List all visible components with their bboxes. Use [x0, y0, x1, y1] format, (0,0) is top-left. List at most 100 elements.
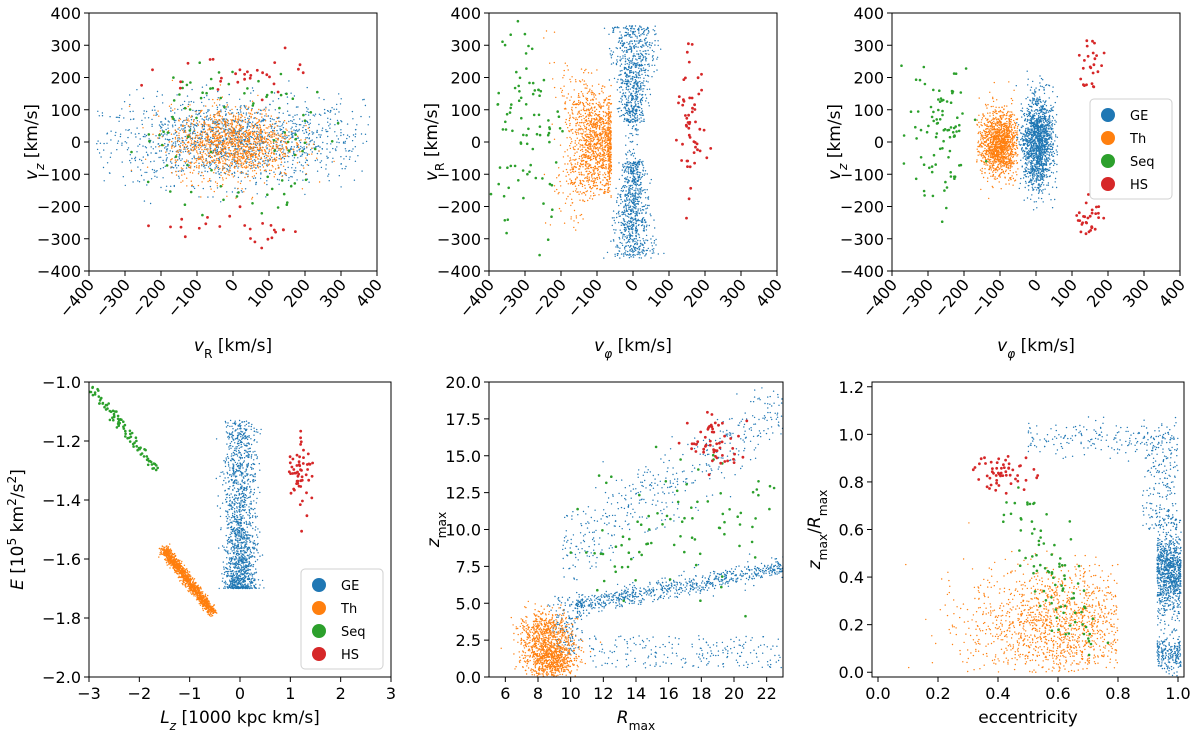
point	[227, 156, 230, 158]
point	[226, 169, 229, 171]
point	[273, 135, 275, 137]
point	[640, 202, 643, 204]
point	[632, 250, 634, 253]
point	[245, 114, 247, 116]
point	[290, 146, 293, 148]
point	[586, 129, 588, 131]
point	[620, 253, 623, 255]
point	[645, 234, 648, 237]
point	[220, 201, 222, 203]
point	[269, 155, 272, 157]
point	[177, 170, 179, 172]
point	[320, 153, 322, 155]
point	[308, 123, 310, 126]
point	[167, 127, 169, 129]
point	[654, 227, 656, 229]
point	[631, 152, 634, 155]
point	[320, 134, 322, 136]
point	[278, 120, 280, 123]
point	[237, 142, 239, 144]
point	[646, 173, 648, 175]
point	[632, 240, 634, 242]
point	[620, 63, 623, 65]
point	[625, 227, 627, 229]
point	[228, 125, 230, 127]
p1-x-axis-label: vR [km/s]	[194, 336, 272, 361]
point	[216, 126, 218, 128]
point	[639, 113, 641, 116]
point	[195, 109, 198, 112]
point	[265, 106, 267, 109]
point	[597, 172, 599, 174]
point	[252, 131, 255, 133]
point	[641, 44, 644, 46]
point	[228, 169, 231, 171]
point	[216, 112, 218, 115]
point	[174, 165, 177, 167]
point	[241, 136, 243, 138]
point	[291, 148, 293, 150]
point	[634, 65, 636, 67]
point	[313, 147, 317, 151]
point	[222, 179, 224, 181]
point	[222, 167, 224, 169]
point	[632, 155, 635, 157]
point	[244, 188, 247, 190]
point	[632, 121, 634, 123]
point	[204, 130, 206, 132]
point	[641, 217, 644, 220]
point	[613, 229, 615, 231]
point	[263, 162, 265, 165]
point	[660, 48, 662, 50]
point	[321, 148, 324, 150]
point	[234, 136, 236, 138]
point	[622, 185, 625, 187]
point	[188, 101, 190, 103]
point	[635, 58, 637, 60]
point	[629, 235, 631, 237]
point	[621, 69, 623, 72]
point	[297, 146, 300, 149]
point	[160, 156, 162, 158]
point	[236, 124, 238, 127]
point	[640, 181, 642, 184]
point	[237, 150, 239, 152]
point	[226, 122, 229, 124]
point	[340, 163, 342, 165]
point	[265, 170, 267, 173]
point	[283, 149, 285, 151]
point	[170, 172, 173, 174]
point	[284, 142, 287, 144]
point	[630, 30, 632, 32]
point	[201, 118, 203, 120]
point	[641, 40, 643, 42]
point	[262, 166, 265, 168]
point	[254, 155, 257, 157]
point	[195, 160, 198, 162]
point	[239, 182, 242, 185]
point	[110, 139, 112, 141]
point	[617, 111, 620, 113]
point	[170, 133, 173, 135]
point	[261, 146, 264, 148]
point	[644, 219, 646, 221]
point	[258, 143, 261, 145]
point	[636, 109, 638, 111]
point	[203, 122, 205, 124]
point	[242, 150, 244, 152]
point	[329, 123, 331, 125]
point	[634, 217, 636, 220]
point	[263, 137, 266, 139]
point	[206, 161, 209, 163]
point	[259, 113, 261, 115]
point	[218, 119, 220, 121]
point	[271, 134, 273, 136]
point	[641, 251, 643, 253]
point	[162, 130, 165, 133]
point	[218, 112, 220, 115]
point	[194, 147, 196, 149]
point	[640, 120, 642, 122]
point	[239, 135, 242, 137]
point	[625, 120, 628, 122]
point	[310, 140, 312, 142]
